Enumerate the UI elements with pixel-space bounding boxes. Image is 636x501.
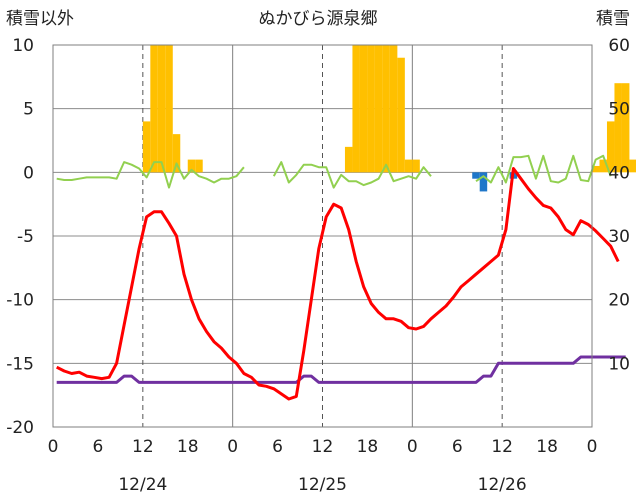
hour-tick-label: 6	[272, 437, 283, 457]
precip-bar	[397, 57, 405, 173]
precip-bar	[592, 165, 600, 173]
hour-tick-label: 0	[587, 437, 598, 457]
date-label: 12/24	[118, 475, 167, 495]
hour-tick-label: 6	[452, 437, 463, 457]
snow-depth-line	[56, 355, 626, 384]
precip-bar	[404, 159, 413, 173]
chart-title: ぬかびら源泉郷	[259, 9, 378, 29]
snowfall-bar	[472, 172, 480, 179]
precip-bar	[352, 45, 360, 173]
plot-frame	[52, 44, 593, 428]
left-axis-tick-label: -20	[6, 418, 34, 438]
left-axis-tick-label: 10	[12, 36, 34, 56]
hour-tick-label: 18	[536, 437, 558, 457]
left-axis-tick-label: -10	[6, 291, 34, 311]
precip-bar	[150, 45, 158, 173]
right-axis-tick-label: 50	[608, 100, 630, 120]
precip-bar	[412, 159, 420, 173]
hour-tick-label: 0	[48, 437, 59, 457]
green-series-line	[56, 161, 245, 189]
precip-bar	[389, 45, 398, 173]
precip-bar	[172, 134, 181, 173]
precip-bar	[621, 83, 630, 173]
precipitation-bars	[142, 45, 636, 173]
precip-bar	[606, 121, 615, 173]
precip-bar	[367, 45, 375, 173]
precip-bar	[629, 159, 636, 173]
green-series-line	[475, 154, 612, 184]
precip-bar	[157, 45, 166, 173]
precip-bar	[195, 159, 203, 173]
left-axis-tick-label: -5	[17, 227, 34, 247]
hour-tick-label: 12	[312, 437, 334, 457]
hour-tick-label: 12	[132, 437, 154, 457]
temperature-line	[56, 167, 620, 401]
hour-tick-label: 18	[177, 437, 199, 457]
left-axis-tick-label: -15	[6, 354, 34, 374]
precip-bar	[374, 45, 383, 173]
precip-bar	[187, 159, 196, 173]
right-axis-tick-label: 30	[608, 227, 630, 247]
precip-bar	[614, 83, 622, 173]
date-label: 12/25	[298, 475, 347, 495]
right-axis-tick-label: 10	[608, 354, 630, 374]
hour-tick-label: 0	[407, 437, 418, 457]
right-axis-tick-label: 40	[608, 163, 630, 183]
snowfall-bar	[479, 172, 488, 192]
hour-tick-label: 12	[491, 437, 513, 457]
precip-bar	[382, 45, 390, 173]
right-axis-title: 積雪	[596, 9, 630, 29]
left-axis-tick-label: 0	[23, 163, 34, 183]
green-series-line	[272, 161, 432, 189]
hour-tick-label: 0	[227, 437, 238, 457]
left-axis-tick-label: 5	[23, 100, 34, 120]
data-lines	[56, 154, 626, 401]
hour-tick-label: 18	[357, 437, 379, 457]
precip-bar	[165, 45, 173, 173]
precip-bar	[142, 121, 151, 173]
precip-bar	[359, 45, 368, 173]
precip-bar	[344, 146, 353, 173]
right-axis-tick-label: 60	[608, 36, 630, 56]
right-axis-tick-label: 20	[608, 291, 630, 311]
precip-bar	[599, 159, 607, 173]
left-axis-title: 積雪以外	[6, 9, 74, 29]
date-label: 12/26	[478, 475, 527, 495]
hour-tick-label: 6	[93, 437, 104, 457]
